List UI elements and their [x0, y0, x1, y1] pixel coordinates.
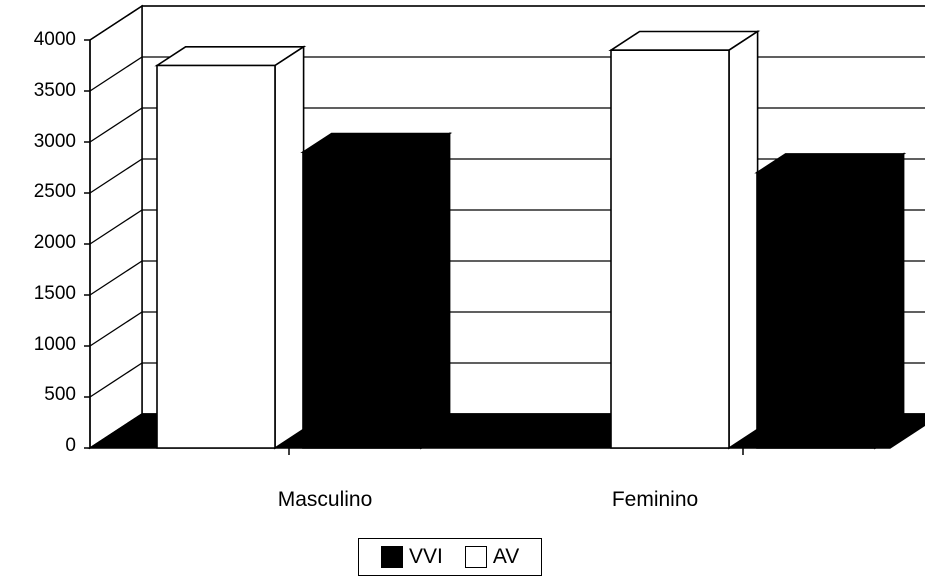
chart-canvas — [0, 0, 925, 540]
cat-label-0: Masculino — [225, 488, 425, 512]
legend-swatch-vvi — [381, 546, 403, 568]
ytick-3500: 3500 — [6, 80, 76, 102]
legend-item-av: AV — [465, 545, 519, 569]
ytick-1000: 1000 — [6, 334, 76, 356]
ytick-1500: 1500 — [6, 283, 76, 305]
ytick-4000: 4000 — [6, 29, 76, 51]
legend-item-vvi: VVI — [381, 545, 443, 569]
cat-label-1: Feminino — [555, 488, 755, 512]
ytick-500: 500 — [6, 384, 76, 406]
legend: VVI AV — [358, 538, 542, 576]
legend-label-av: AV — [493, 545, 519, 568]
legend-label-vvi: VVI — [409, 545, 443, 568]
legend-swatch-av — [465, 546, 487, 568]
ytick-2000: 2000 — [6, 232, 76, 254]
ytick-3000: 3000 — [6, 131, 76, 153]
bar-chart: 0 500 1000 1500 2000 2500 3000 3500 4000… — [0, 0, 925, 585]
ytick-2500: 2500 — [6, 181, 76, 203]
ytick-0: 0 — [6, 435, 76, 457]
